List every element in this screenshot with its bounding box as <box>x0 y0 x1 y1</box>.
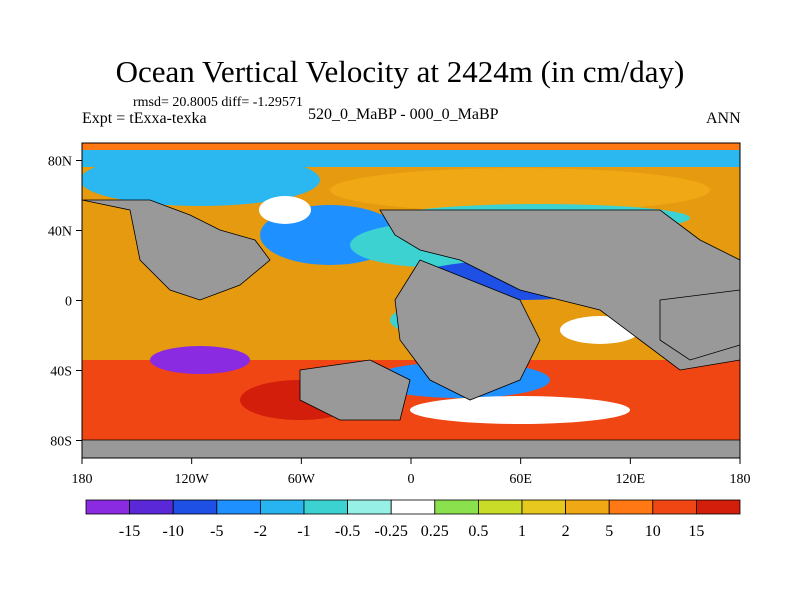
colorbar-swatch <box>85 499 130 515</box>
colorbar-label: -10 <box>163 523 184 540</box>
colorbar-swatch <box>477 499 523 515</box>
x-tick-label: 0 <box>408 472 415 487</box>
colorbar: -15 -10 -5 -2 -1 -0.5 -0.25 0.25 0.5 1 2 5 10 15 <box>85 499 741 540</box>
colorbar-swatch <box>129 499 174 515</box>
north-atlantic-neutral <box>259 196 311 224</box>
y-tick-label: 40S <box>50 365 72 380</box>
land-africa <box>394 259 541 401</box>
colorbar-label: 2 <box>562 523 570 540</box>
colorbar-swatch <box>565 499 610 515</box>
colorbar-label: -0.5 <box>335 523 360 540</box>
colorbar-label: -15 <box>119 523 140 540</box>
colorbar-swatch <box>434 499 479 515</box>
colorbar-swatch <box>172 499 218 515</box>
x-tick-label: 120E <box>616 472 646 487</box>
land-antarctica <box>82 439 740 458</box>
x-tick-label: 120W <box>175 472 210 487</box>
arctic-warm-patch <box>330 168 710 212</box>
colorbar-label: 15 <box>688 523 704 540</box>
x-tick-label: 180 <box>730 472 751 487</box>
colorbar-swatch <box>259 499 305 515</box>
colorbar-swatch <box>608 499 654 515</box>
colorbar-swatch <box>696 499 741 515</box>
colorbar-swatch <box>303 499 348 515</box>
chart-subtitle: 520_0_MaBP - 000_0_MaBP <box>308 106 499 123</box>
colorbar-label: -5 <box>210 523 223 540</box>
colorbar-label: 1 <box>518 523 526 540</box>
colorbar-label: 0.25 <box>421 523 449 540</box>
colorbar-label: 10 <box>645 523 661 540</box>
colorbar-swatch <box>390 499 436 515</box>
land-north-america <box>82 199 271 301</box>
axis-ticks: 180 120W 60W 0 60E 120E 180 80N 40N 0 40S 80S <box>48 155 751 488</box>
x-tick-label: 60E <box>509 472 532 487</box>
y-tick-label: 80N <box>48 155 72 170</box>
colorbar-label: 5 <box>605 523 613 540</box>
colorbar-label: -0.25 <box>375 523 408 540</box>
arctic-edge-band <box>82 143 740 150</box>
colorbar-label: -2 <box>254 523 267 540</box>
southern-neutral-patch <box>410 396 630 424</box>
y-tick-label: 0 <box>65 295 72 310</box>
land-australia <box>659 289 740 361</box>
southern-purple-patch <box>150 346 250 374</box>
map-field <box>82 143 740 458</box>
colorbar-swatch <box>521 499 566 515</box>
x-tick-label: 180 <box>72 472 93 487</box>
season-label: ANN <box>706 110 741 127</box>
x-tick-label: 60W <box>288 472 316 487</box>
y-tick-label: 40N <box>48 225 72 240</box>
colorbar-swatch <box>652 499 697 515</box>
chart-title: Ocean Vertical Velocity at 2424m (in cm/… <box>115 54 685 89</box>
land-eurasia <box>379 209 740 371</box>
colorbar-label: -1 <box>297 523 310 540</box>
colorbar-swatch <box>216 499 261 515</box>
y-tick-label: 80S <box>50 435 72 450</box>
colorbar-label: 0.5 <box>468 523 488 540</box>
stats-text: rmsd= 20.8005 diff= -1.29571 <box>133 95 303 110</box>
land-south-continent <box>299 359 411 421</box>
colorbar-swatch <box>347 499 392 515</box>
north-pacific-cool <box>82 154 320 206</box>
experiment-label: Expt = tExxa-texka <box>82 110 207 127</box>
